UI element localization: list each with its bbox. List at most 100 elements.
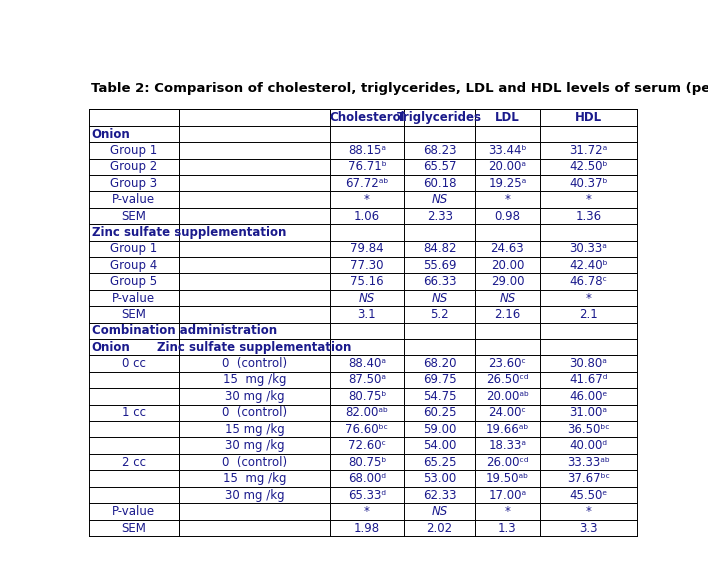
- Text: *: *: [505, 193, 510, 206]
- Text: NS: NS: [432, 505, 447, 518]
- Text: 30 mg /kg: 30 mg /kg: [224, 489, 285, 502]
- Text: 2 cc: 2 cc: [122, 456, 146, 469]
- Text: 23.60ᶜ: 23.60ᶜ: [489, 357, 526, 370]
- Text: Triglycerides: Triglycerides: [397, 111, 482, 124]
- Text: NS: NS: [359, 292, 375, 305]
- Text: 0  (control): 0 (control): [222, 406, 287, 419]
- Text: 15 mg /kg: 15 mg /kg: [224, 423, 285, 436]
- Text: 24.63: 24.63: [491, 242, 524, 255]
- Text: 15  mg /kg: 15 mg /kg: [223, 472, 286, 485]
- Text: 66.33: 66.33: [423, 275, 457, 288]
- Text: 54.00: 54.00: [423, 439, 457, 452]
- Text: 69.75: 69.75: [423, 373, 457, 386]
- Text: 24.00ᶜ: 24.00ᶜ: [489, 406, 526, 419]
- Text: *: *: [505, 505, 510, 518]
- Text: Onion: Onion: [92, 128, 130, 141]
- Text: 20.00ᵃ: 20.00ᵃ: [489, 161, 527, 173]
- Text: 41.67ᵈ: 41.67ᵈ: [569, 373, 607, 386]
- Text: 79.84: 79.84: [350, 242, 384, 255]
- Text: 42.50ᵇ: 42.50ᵇ: [569, 161, 607, 173]
- Text: 87.50ᵃ: 87.50ᵃ: [348, 373, 386, 386]
- Text: 19.25ᵃ: 19.25ᵃ: [489, 177, 527, 190]
- Text: *: *: [586, 292, 591, 305]
- Text: 1.3: 1.3: [498, 522, 517, 534]
- Text: 40.37ᵇ: 40.37ᵇ: [569, 177, 607, 190]
- Text: NS: NS: [432, 292, 447, 305]
- Text: 2.33: 2.33: [427, 210, 452, 223]
- Text: 42.40ᵇ: 42.40ᵇ: [569, 259, 607, 272]
- Text: 5.2: 5.2: [430, 308, 449, 321]
- Text: 1.36: 1.36: [576, 210, 601, 223]
- Text: 0  (control): 0 (control): [222, 456, 287, 469]
- Text: 59.00: 59.00: [423, 423, 457, 436]
- Text: 60.18: 60.18: [423, 177, 457, 190]
- Text: 30.33ᵃ: 30.33ᵃ: [569, 242, 607, 255]
- Text: 2.02: 2.02: [427, 522, 452, 534]
- Text: 80.75ᵇ: 80.75ᵇ: [348, 390, 386, 403]
- Text: 84.82: 84.82: [423, 242, 457, 255]
- Text: 68.20: 68.20: [423, 357, 457, 370]
- Text: Group 2: Group 2: [110, 161, 157, 173]
- Text: 46.78ᶜ: 46.78ᶜ: [569, 275, 607, 288]
- Text: 33.33ᵃᵇ: 33.33ᵃᵇ: [567, 456, 610, 469]
- Text: NS: NS: [499, 292, 515, 305]
- Text: 20.00: 20.00: [491, 259, 524, 272]
- Text: 55.69: 55.69: [423, 259, 457, 272]
- Text: 26.50ᶜᵈ: 26.50ᶜᵈ: [486, 373, 529, 386]
- Text: 26.00ᶜᵈ: 26.00ᶜᵈ: [486, 456, 529, 469]
- Text: 88.40ᵃ: 88.40ᵃ: [348, 357, 386, 370]
- Text: 37.67ᵇᶜ: 37.67ᵇᶜ: [567, 472, 610, 485]
- Text: 60.25: 60.25: [423, 406, 457, 419]
- Text: 20.00ᵃᵇ: 20.00ᵃᵇ: [486, 390, 529, 403]
- Text: *: *: [586, 193, 591, 206]
- Text: 17.00ᵃ: 17.00ᵃ: [489, 489, 527, 502]
- Text: 29.00: 29.00: [491, 275, 524, 288]
- Text: 88.15ᵃ: 88.15ᵃ: [348, 144, 386, 157]
- Text: 19.66ᵃᵇ: 19.66ᵃᵇ: [486, 423, 529, 436]
- Text: 30 mg /kg: 30 mg /kg: [224, 439, 285, 452]
- Text: *: *: [364, 505, 370, 518]
- Text: Cholesterol: Cholesterol: [329, 111, 405, 124]
- Text: 67.72ᵃᵇ: 67.72ᵃᵇ: [346, 177, 389, 190]
- Text: 82.00ᵃᵇ: 82.00ᵃᵇ: [346, 406, 389, 419]
- Text: SEM: SEM: [121, 308, 147, 321]
- Text: 68.23: 68.23: [423, 144, 457, 157]
- Text: 36.50ᵇᶜ: 36.50ᵇᶜ: [567, 423, 610, 436]
- Text: 53.00: 53.00: [423, 472, 456, 485]
- Text: 2.16: 2.16: [494, 308, 520, 321]
- Text: 3.1: 3.1: [358, 308, 376, 321]
- Text: 65.33ᵈ: 65.33ᵈ: [348, 489, 386, 502]
- Text: Table 2: Comparison of cholesterol, triglycerides, LDL and HDL levels of serum (: Table 2: Comparison of cholesterol, trig…: [91, 81, 708, 94]
- Text: Group 1: Group 1: [110, 144, 157, 157]
- Text: 18.33ᵃ: 18.33ᵃ: [489, 439, 527, 452]
- Text: 76.60ᵇᶜ: 76.60ᵇᶜ: [346, 423, 389, 436]
- Text: 31.00ᵃ: 31.00ᵃ: [569, 406, 607, 419]
- Text: 15  mg /kg: 15 mg /kg: [223, 373, 286, 386]
- Text: *: *: [364, 193, 370, 206]
- Text: *: *: [586, 505, 591, 518]
- Text: 1 cc: 1 cc: [122, 406, 146, 419]
- Text: 62.33: 62.33: [423, 489, 457, 502]
- Text: Group 5: Group 5: [110, 275, 157, 288]
- Text: Group 4: Group 4: [110, 259, 157, 272]
- Text: 31.72ᵃ: 31.72ᵃ: [569, 144, 607, 157]
- Text: 65.57: 65.57: [423, 161, 457, 173]
- Text: 30.80ᵃ: 30.80ᵃ: [569, 357, 607, 370]
- Text: 45.50ᵉ: 45.50ᵉ: [569, 489, 607, 502]
- Text: 46.00ᵉ: 46.00ᵉ: [569, 390, 607, 403]
- Text: 33.44ᵇ: 33.44ᵇ: [489, 144, 527, 157]
- Text: Group 3: Group 3: [110, 177, 157, 190]
- Text: 68.00ᵈ: 68.00ᵈ: [348, 472, 386, 485]
- Text: 30 mg /kg: 30 mg /kg: [224, 390, 285, 403]
- Text: SEM: SEM: [121, 210, 147, 223]
- Text: 75.16: 75.16: [350, 275, 384, 288]
- Text: 65.25: 65.25: [423, 456, 457, 469]
- Text: 77.30: 77.30: [350, 259, 384, 272]
- Text: P-value: P-value: [112, 193, 155, 206]
- Text: 72.60ᶜ: 72.60ᶜ: [348, 439, 386, 452]
- Text: NS: NS: [432, 193, 447, 206]
- Text: 0 cc: 0 cc: [122, 357, 146, 370]
- Text: 40.00ᵈ: 40.00ᵈ: [569, 439, 607, 452]
- Text: 0  (control): 0 (control): [222, 357, 287, 370]
- Text: Zinc sulfate supplementation: Zinc sulfate supplementation: [157, 340, 352, 353]
